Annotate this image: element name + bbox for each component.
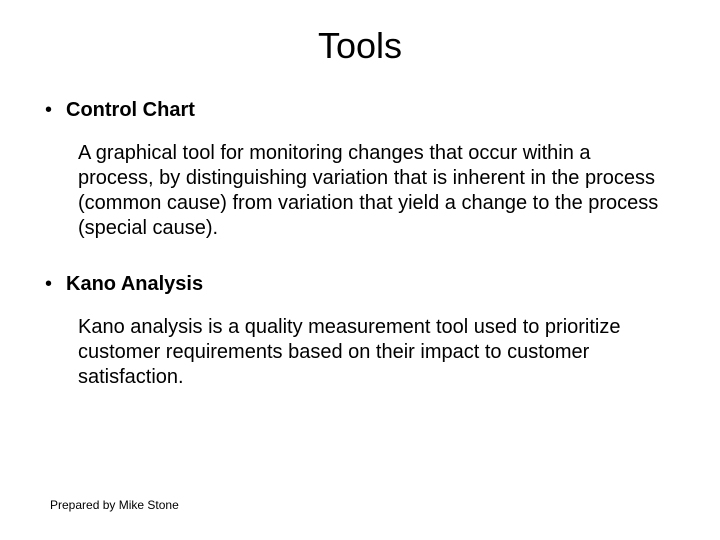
bullet-marker: • xyxy=(45,271,52,297)
slide-title: Tools xyxy=(50,25,670,67)
item-body: Kano analysis is a quality measurement t… xyxy=(78,315,670,390)
bullet-item: • Kano Analysis xyxy=(50,271,670,297)
item-heading: Kano Analysis xyxy=(66,271,203,297)
bullet-marker: • xyxy=(45,97,52,123)
item-heading: Control Chart xyxy=(66,97,195,123)
item-body: A graphical tool for monitoring changes … xyxy=(78,141,670,241)
footer-text: Prepared by Mike Stone xyxy=(50,498,179,512)
bullet-item: • Control Chart xyxy=(50,97,670,123)
